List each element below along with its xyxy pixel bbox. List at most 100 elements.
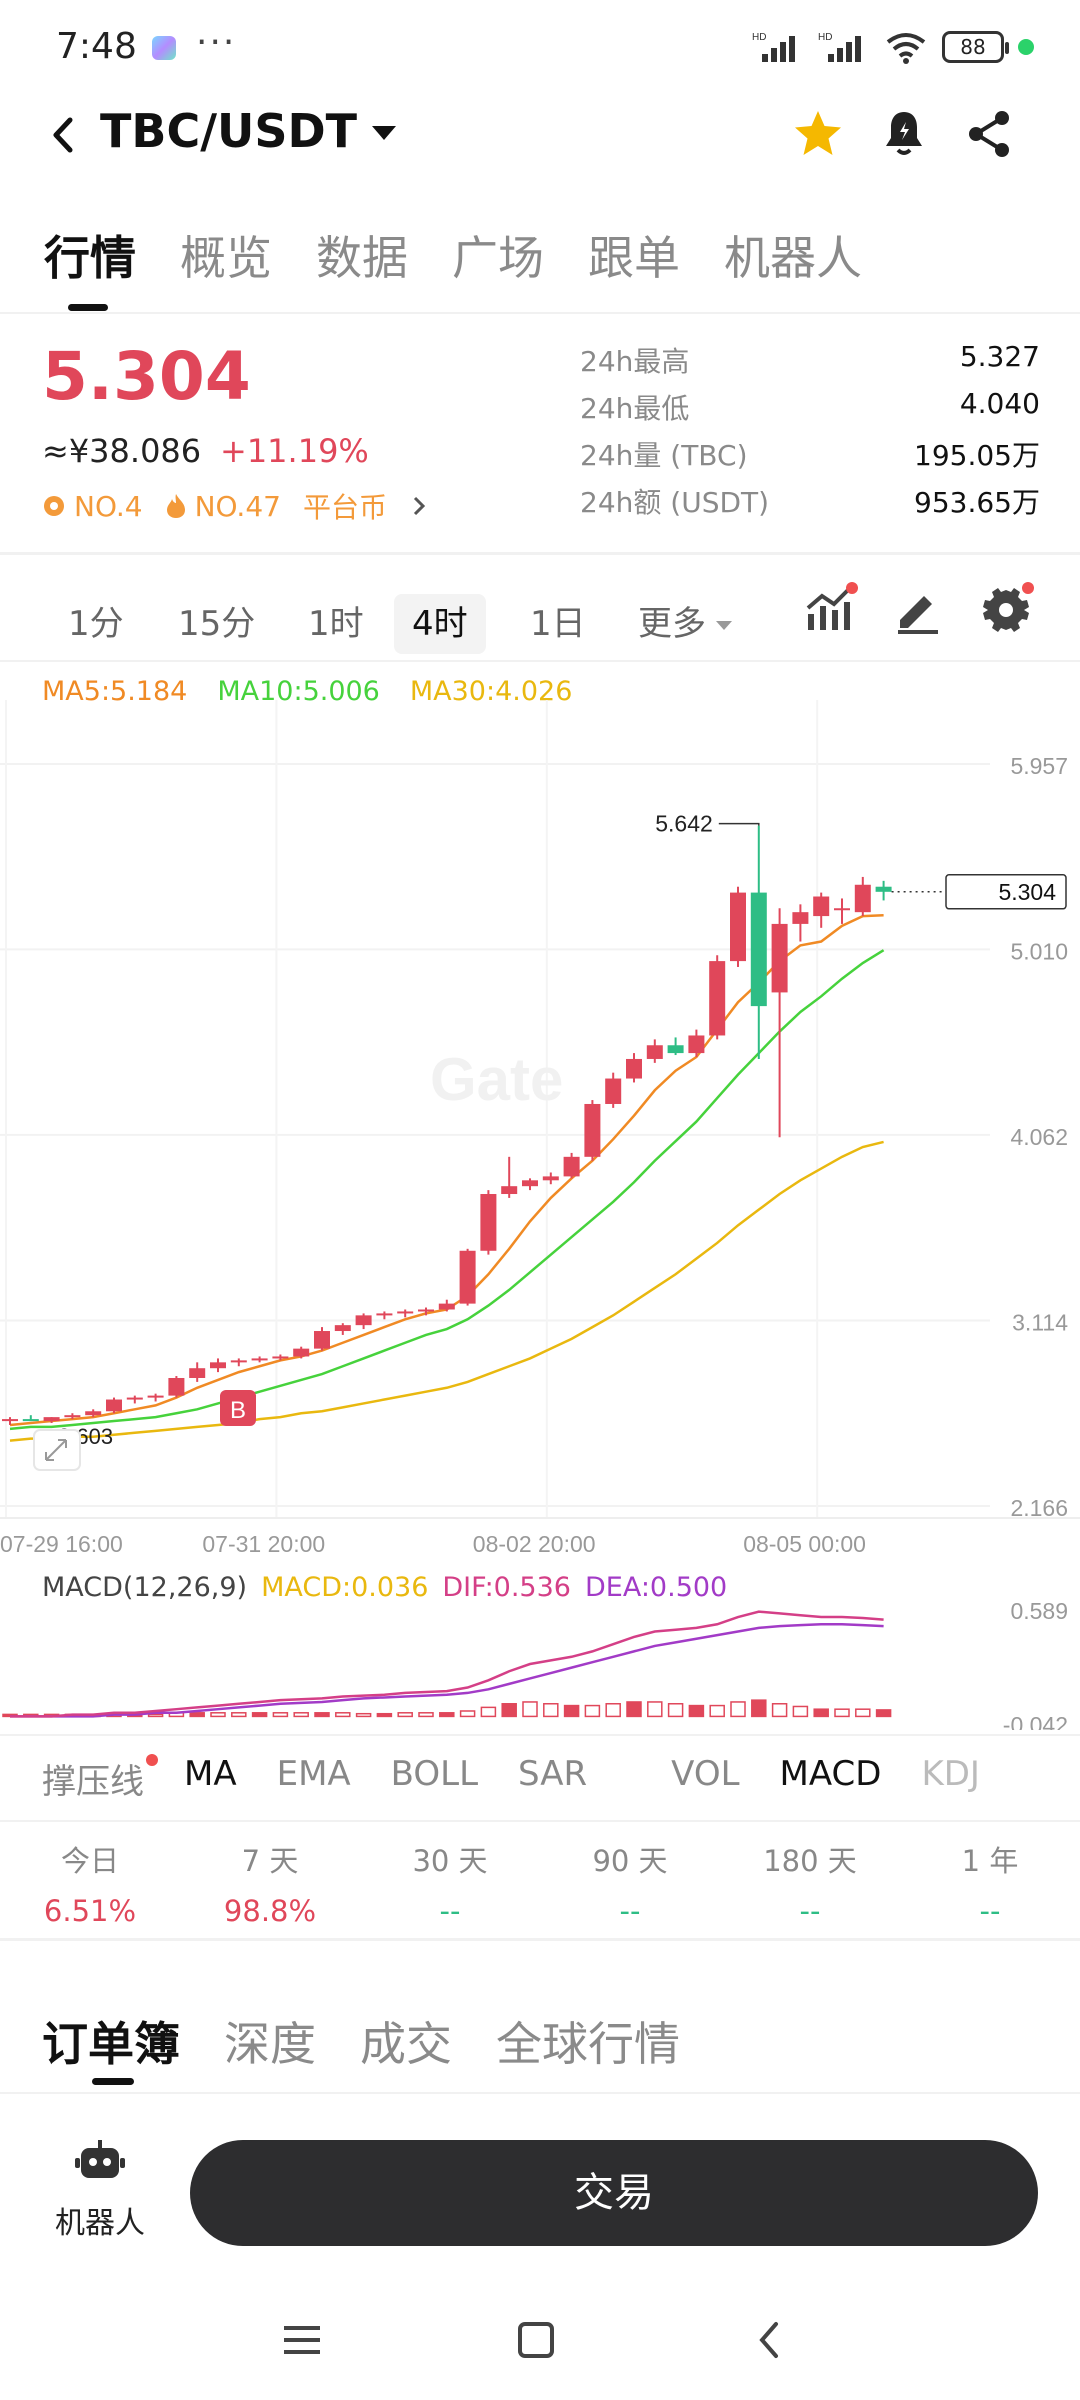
flame-icon <box>166 494 185 518</box>
interval-15m[interactable]: 15分 <box>178 604 256 644</box>
active-order-tab-indicator <box>92 2078 134 2085</box>
macd-histogram-bar <box>584 1704 601 1718</box>
ma30-line <box>9 1140 884 1442</box>
x-tick-label: 08-05 00:00 <box>743 1531 866 1557</box>
tab-copy-trade[interactable]: 跟单 <box>588 231 680 285</box>
period-value: 6.51% <box>43 1894 137 1928</box>
tab-market[interactable]: 行情 <box>44 231 136 285</box>
indicator-kdj[interactable]: KDJ <box>921 1754 980 1794</box>
indicator-macd[interactable]: MACD <box>779 1754 882 1794</box>
stats-panel: 24h最高 5.327 24h最低 4.040 24h量 (TBC) 195.05万 … <box>580 340 1040 528</box>
signal-icon: HD <box>752 32 795 62</box>
candle-body <box>626 1058 642 1079</box>
tab-global-markets[interactable]: 全球行情 <box>496 2017 680 2071</box>
macd-histogram-bar <box>459 1710 476 1718</box>
ma10-label: MA10:5.006 <box>217 676 380 707</box>
indicator-boll[interactable]: BOLL <box>390 1754 479 1794</box>
macd-histogram-bar <box>418 1712 434 1718</box>
interval-1d[interactable]: 1日 <box>530 604 586 644</box>
battery-indicator: 88 <box>942 31 1009 63</box>
dif-value: DIF:0.536 <box>442 1572 571 1603</box>
pair-dropdown-icon[interactable] <box>372 126 396 140</box>
divider <box>0 660 1080 662</box>
candle-body <box>459 1250 476 1304</box>
macd-histogram-bar <box>522 1701 538 1718</box>
period-label: 30 天 <box>412 1844 488 1878</box>
candlestick-chart[interactable]: 5.957 5.010 4.062 3.114 2.166 07-29 16:00 07-3… <box>0 700 1080 1570</box>
tab-overview[interactable]: 概览 <box>180 231 272 285</box>
stat-label: 24h量 (TBC) <box>580 439 748 472</box>
interval-4h[interactable]: 4时 <box>394 594 486 654</box>
status-overflow: ··· <box>196 22 237 63</box>
share-icon[interactable] <box>962 106 1018 162</box>
indicator-sar[interactable]: SAR <box>518 1754 588 1794</box>
chevron-right-icon[interactable] <box>409 493 429 519</box>
macd-histogram-bar <box>751 1699 767 1718</box>
chart-settings-gear-icon[interactable] <box>976 580 1036 640</box>
candle-body <box>834 908 850 911</box>
macd-y-tick-label: -0.042 <box>1003 1712 1068 1730</box>
macd-title: MACD(12,26,9) <box>42 1572 248 1603</box>
change-percent: +11.19% <box>220 432 369 470</box>
menu-icon[interactable] <box>272 2310 332 2370</box>
tab-order-book[interactable]: 订单簿 <box>42 2017 180 2071</box>
interval-more-label: 更多 <box>638 604 706 644</box>
stat-value: 5.327 <box>959 340 1040 373</box>
candle-body <box>230 1360 247 1363</box>
macd-histogram-bar <box>626 1701 642 1718</box>
interval-1m[interactable]: 1分 <box>68 604 124 644</box>
high-annotation: 5.642 <box>655 811 713 837</box>
candle-body <box>355 1315 372 1326</box>
macd-histogram-bar <box>189 1712 205 1718</box>
bot-button[interactable]: 机器人 <box>40 2140 160 2242</box>
macd-histogram-bar <box>792 1705 809 1718</box>
bot-label: 机器人 <box>55 2206 145 2241</box>
back-icon[interactable] <box>40 110 90 160</box>
indicator-support-resistance[interactable]: 撑压线 <box>42 1754 158 1803</box>
period-value: 98.8% <box>223 1894 317 1928</box>
indicator-chart-icon[interactable] <box>800 580 860 640</box>
indicator-ema[interactable]: EMA <box>276 1754 351 1794</box>
pair-title[interactable]: TBC/USDT <box>100 104 358 158</box>
rank-row: NO.4 NO.47 平台币 <box>42 486 429 526</box>
stat-row: 24h额 (USDT) 953.65万 <box>580 481 1040 528</box>
candle-body <box>480 1194 497 1251</box>
market-cap-rank[interactable]: NO.4 <box>42 490 143 523</box>
hot-rank[interactable]: NO.47 <box>165 490 281 523</box>
candle-body <box>272 1356 289 1359</box>
indicator-ma[interactable]: MA <box>184 1754 237 1794</box>
period-today: 今日 6.51% <box>0 1838 180 1928</box>
tab-data[interactable]: 数据 <box>316 231 408 285</box>
candle-body <box>646 1045 663 1059</box>
tab-square[interactable]: 广场 <box>452 231 544 285</box>
trade-button[interactable]: 交易 <box>190 2140 1038 2246</box>
interval-more[interactable]: 更多 <box>638 594 732 654</box>
category-tag[interactable]: 平台币 <box>302 491 387 524</box>
back-nav-icon[interactable] <box>740 2310 800 2370</box>
x-tick-label: 08-02 20:00 <box>473 1531 596 1557</box>
candle-body <box>688 1035 705 1054</box>
divider <box>0 552 1080 555</box>
period-1y: 1 年 -- <box>900 1838 1080 1928</box>
indicator-vol[interactable]: VOL <box>671 1754 740 1794</box>
macd-histogram-bar <box>272 1712 289 1718</box>
star-icon[interactable] <box>790 106 846 162</box>
price-alert-bell-icon[interactable] <box>876 106 932 162</box>
candle-body <box>293 1348 310 1357</box>
candle-body <box>64 1415 81 1418</box>
macd-histogram-bar <box>376 1712 393 1718</box>
divider <box>0 1938 1080 1941</box>
tab-trades[interactable]: 成交 <box>360 2017 452 2071</box>
candle-body <box>875 886 892 892</box>
y-tick-label: 5.010 <box>1010 938 1068 964</box>
home-icon[interactable] <box>506 2310 566 2370</box>
tab-depth[interactable]: 深度 <box>224 2017 316 2071</box>
candle-body <box>2 1419 18 1422</box>
macd-histogram-bar <box>314 1712 330 1718</box>
candle-body <box>314 1331 330 1349</box>
draw-tool-icon[interactable] <box>888 580 948 640</box>
interval-1h[interactable]: 1时 <box>308 604 364 644</box>
macd-histogram-bar <box>688 1704 705 1718</box>
top-tabs: 行情 概览 数据 广场 跟单 机器人 <box>44 222 862 288</box>
tab-bots[interactable]: 机器人 <box>724 231 862 285</box>
